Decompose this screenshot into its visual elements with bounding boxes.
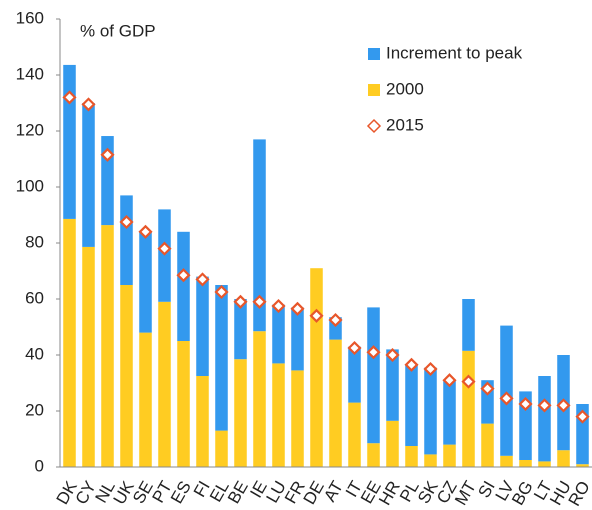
marker xyxy=(214,284,229,300)
y-tick-label: 60 xyxy=(25,288,44,307)
marker xyxy=(271,298,286,314)
marker xyxy=(480,381,495,396)
y-tick-label: 160 xyxy=(16,8,44,27)
bar xyxy=(500,325,513,456)
bar xyxy=(177,231,190,341)
bar xyxy=(120,285,133,467)
bar xyxy=(234,299,247,360)
bar xyxy=(500,455,513,467)
marker xyxy=(252,294,267,309)
y-tick-label: 40 xyxy=(25,344,44,363)
marker xyxy=(81,97,96,112)
legend-label: Increment to peak xyxy=(386,43,523,62)
marker xyxy=(195,272,210,287)
bar xyxy=(253,331,266,467)
bar xyxy=(519,391,532,460)
bar xyxy=(272,304,285,364)
marker xyxy=(366,345,381,360)
bar xyxy=(82,246,95,467)
bar xyxy=(272,363,285,467)
marker xyxy=(461,374,476,389)
bar xyxy=(215,430,228,467)
marker xyxy=(138,224,153,239)
bar xyxy=(139,332,152,467)
bar xyxy=(462,299,475,351)
bar xyxy=(82,103,95,247)
marker xyxy=(62,90,77,105)
bar xyxy=(101,225,114,467)
bar xyxy=(424,367,437,455)
y-tick-label: 120 xyxy=(16,120,44,139)
marker xyxy=(423,361,438,377)
marker xyxy=(176,268,191,283)
y-tick-label: 100 xyxy=(16,176,44,195)
bar xyxy=(519,460,532,467)
bar xyxy=(63,64,76,219)
bar xyxy=(538,376,551,462)
marker xyxy=(328,312,343,328)
bar xyxy=(63,218,76,467)
marker xyxy=(556,398,571,413)
marker xyxy=(537,398,552,413)
bar xyxy=(120,195,133,285)
bar xyxy=(367,307,380,444)
marker xyxy=(575,409,590,424)
bar xyxy=(291,307,304,371)
y-tick-label: 140 xyxy=(16,64,44,83)
marker xyxy=(442,373,457,388)
marker xyxy=(119,214,134,230)
legend-swatch xyxy=(368,48,380,60)
bar xyxy=(196,376,209,467)
y-tick-label: 80 xyxy=(25,232,44,251)
bar xyxy=(177,341,190,467)
marker xyxy=(309,308,324,323)
marker xyxy=(347,340,362,356)
marker xyxy=(404,357,419,372)
bar xyxy=(481,423,494,467)
bar xyxy=(329,339,342,467)
bar xyxy=(538,461,551,467)
bar xyxy=(310,268,323,467)
bar xyxy=(557,450,570,467)
bar xyxy=(158,301,171,467)
marker xyxy=(518,396,533,412)
y-tick-label: 20 xyxy=(25,400,44,419)
bar xyxy=(348,346,361,403)
bar xyxy=(367,443,380,467)
x-tick-label: RO xyxy=(565,478,592,510)
bar xyxy=(443,380,456,445)
bar xyxy=(348,402,361,467)
bar xyxy=(405,364,418,446)
marker xyxy=(157,241,172,256)
bar xyxy=(139,231,152,333)
legend-label: 2015 xyxy=(386,115,424,134)
y-tick-label: 0 xyxy=(35,456,44,475)
bar xyxy=(291,370,304,467)
legend-swatch xyxy=(366,118,382,134)
legend-swatch xyxy=(368,84,380,96)
bar xyxy=(405,446,418,467)
marker xyxy=(100,147,115,162)
bar xyxy=(386,420,399,467)
bar xyxy=(234,359,247,467)
bar xyxy=(386,349,399,421)
bar xyxy=(424,454,437,467)
bar xyxy=(443,444,456,467)
bar xyxy=(462,350,475,467)
bar xyxy=(196,276,209,376)
marker xyxy=(290,301,305,316)
bar xyxy=(253,139,266,332)
marker xyxy=(233,294,248,309)
y-axis-label: % of GDP xyxy=(80,21,156,40)
marker xyxy=(385,347,400,363)
bar xyxy=(576,464,589,467)
legend-label: 2000 xyxy=(386,79,424,98)
marker xyxy=(499,391,514,406)
bar xyxy=(215,285,228,431)
